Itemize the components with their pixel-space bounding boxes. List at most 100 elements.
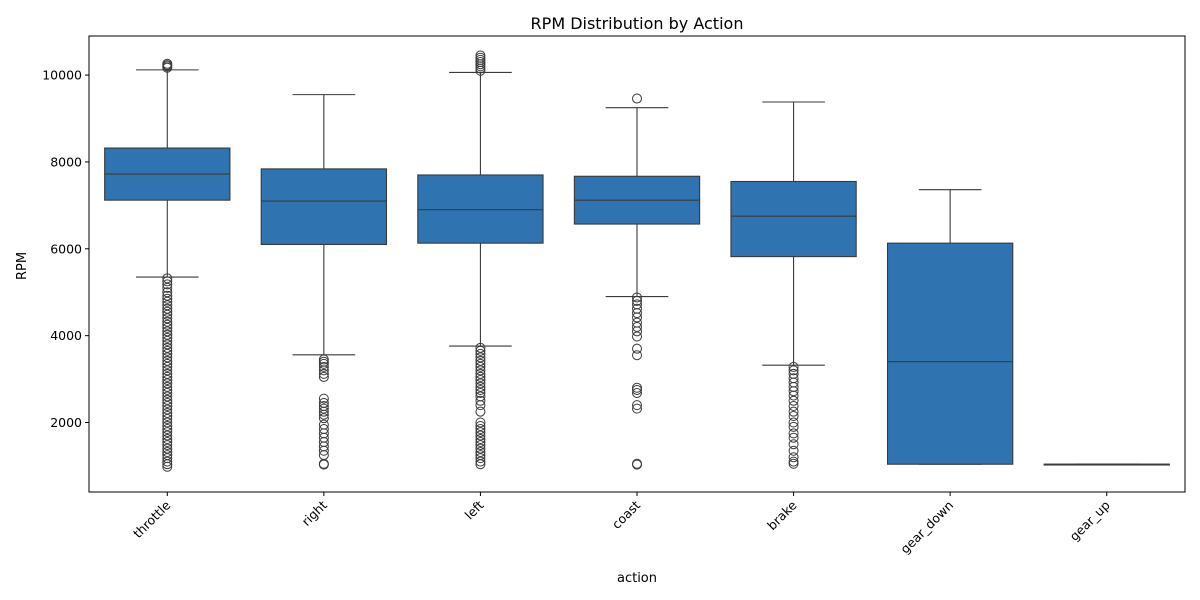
outlier-point	[632, 459, 642, 470]
y-tick-label: 10000	[42, 68, 82, 83]
chart-title: RPM Distribution by Action	[531, 14, 744, 33]
outlier-point	[788, 386, 799, 397]
outlier-point	[162, 430, 173, 441]
outlier-point	[162, 58, 173, 69]
outlier-point	[318, 413, 329, 424]
outlier-point	[162, 391, 173, 402]
outlier-point	[162, 434, 173, 445]
outlier-point	[475, 387, 486, 398]
outlier-point	[162, 374, 173, 385]
outlier-point	[318, 459, 329, 470]
outlier-point	[162, 335, 173, 346]
box-right	[260, 168, 388, 246]
outlier-point	[162, 371, 173, 382]
outlier-point	[475, 443, 486, 454]
outlier-point	[475, 50, 486, 61]
outlier-point	[788, 411, 799, 421]
outlier-point	[162, 420, 173, 431]
y-tick-label: 2000	[50, 415, 82, 430]
outlier-point	[162, 447, 173, 458]
outlier-point	[162, 394, 173, 405]
outlier-point	[475, 358, 486, 369]
outlier-point	[162, 322, 173, 333]
outlier-point	[318, 393, 329, 404]
outlier-point	[162, 332, 173, 343]
outlier-point	[162, 345, 173, 356]
outlier-point	[162, 316, 173, 327]
outlier-point	[632, 382, 642, 393]
outlier-point	[475, 348, 486, 359]
outlier-point	[475, 417, 486, 428]
outlier-point	[475, 459, 486, 470]
outlier-point	[475, 434, 486, 445]
outlier-point	[475, 365, 486, 376]
outlier-point	[162, 326, 173, 337]
outlier-point	[162, 342, 173, 353]
outlier-point	[162, 461, 173, 472]
outlier-point	[162, 401, 173, 412]
outlier-point	[475, 440, 486, 451]
y-axis-label: RPM	[15, 252, 30, 280]
box-gear_down	[886, 242, 1014, 465]
x-tick-label-left: left	[462, 497, 487, 522]
outlier-point	[162, 440, 173, 451]
outlier-point	[318, 361, 329, 372]
outlier-point	[162, 404, 173, 415]
outlier-point	[632, 326, 642, 337]
outlier-point	[475, 371, 486, 382]
outlier-point	[475, 381, 486, 392]
outlier-point	[162, 443, 173, 454]
outlier-point	[162, 300, 173, 311]
x-tick-label-brake: brake	[764, 497, 800, 533]
outlier-point	[475, 345, 486, 356]
outlier-point	[162, 303, 173, 314]
outlier-point	[788, 395, 799, 406]
outlier-point	[475, 374, 486, 385]
outlier-point	[318, 371, 329, 382]
outlier-point	[162, 384, 173, 395]
outlier-point	[788, 421, 799, 432]
outlier-point	[162, 296, 173, 307]
outlier-point	[475, 361, 486, 372]
outlier-point	[788, 452, 799, 463]
outlier-point	[162, 387, 173, 398]
x-tick-label-coast: coast	[609, 497, 643, 531]
outlier-point	[475, 352, 486, 363]
x-tick-label-right: right	[299, 497, 330, 528]
x-tick-label-gear_down: gear_down	[897, 498, 956, 557]
outlier-point	[632, 403, 642, 414]
outlier-point	[632, 295, 642, 306]
outlier-point	[162, 368, 173, 379]
outlier-point	[475, 430, 486, 441]
outlier-point	[788, 458, 799, 469]
outlier-point	[475, 453, 486, 464]
outlier-point	[162, 361, 173, 372]
y-tick-label: 4000	[50, 328, 82, 343]
outlier-point	[162, 282, 173, 293]
outlier-point	[475, 395, 486, 406]
outlier-point	[318, 358, 329, 369]
outlier-point	[475, 378, 486, 389]
box-left	[417, 174, 544, 244]
outlier-point	[475, 437, 486, 448]
y-tick-label: 6000	[50, 241, 82, 256]
outlier-point	[788, 432, 799, 443]
outlier-point	[475, 447, 486, 458]
outlier-point	[632, 292, 642, 303]
outlier-point	[162, 348, 173, 359]
outlier-point	[162, 287, 173, 298]
outlier-point	[162, 414, 173, 425]
outlier-point	[788, 417, 799, 428]
outlier-point	[162, 365, 173, 376]
outlier-point	[162, 273, 173, 284]
outlier-point	[632, 400, 642, 411]
outlier-point	[318, 406, 329, 417]
outlier-point	[162, 319, 173, 330]
outlier-point	[475, 368, 486, 379]
outlier-point	[632, 93, 642, 104]
outlier-point	[318, 445, 329, 456]
outlier-point	[162, 378, 173, 389]
outlier-point	[788, 406, 799, 417]
outlier-point	[475, 400, 486, 411]
